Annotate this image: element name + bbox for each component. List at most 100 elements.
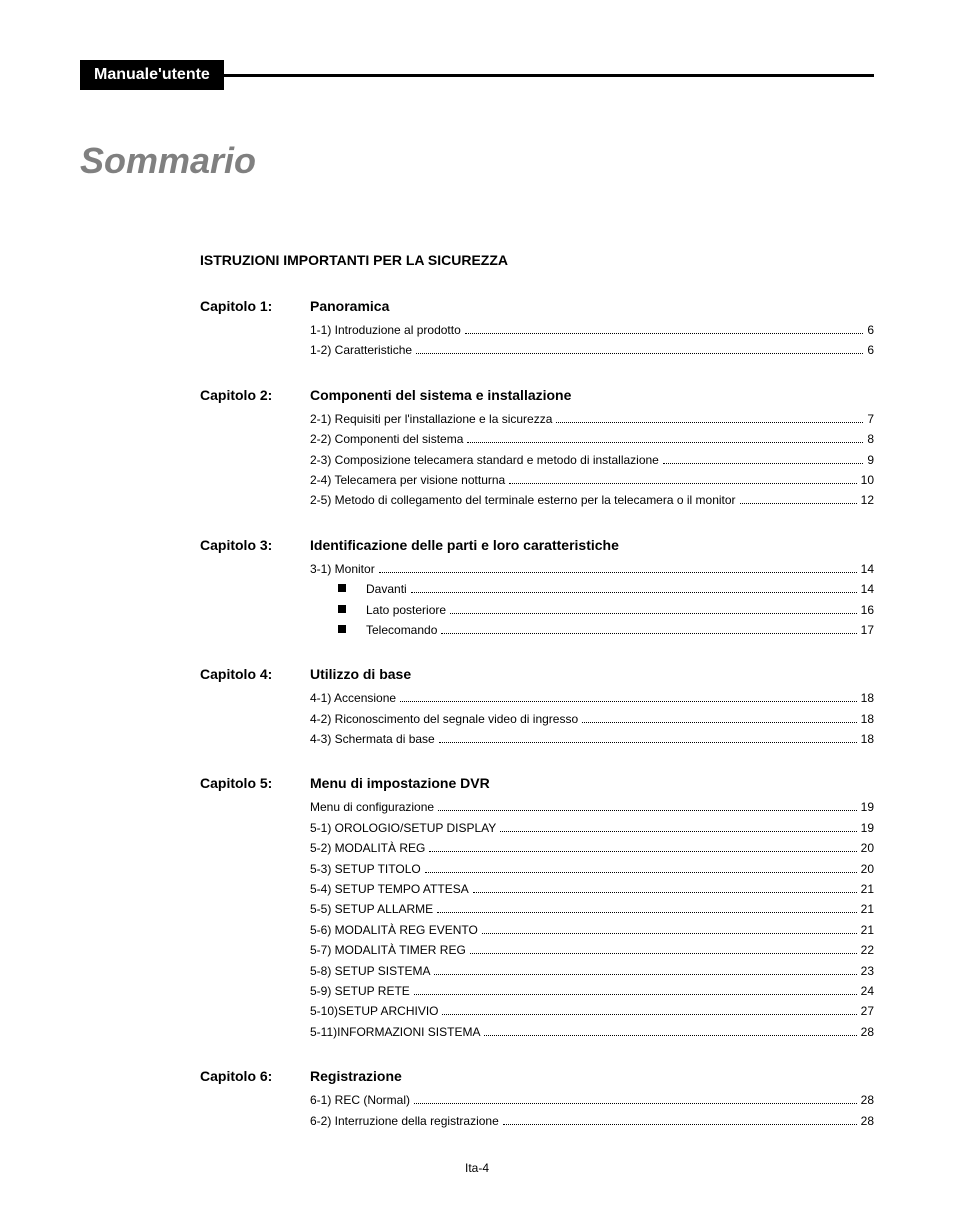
toc-line: Telecomando17 <box>310 620 874 640</box>
toc-dots <box>467 442 863 443</box>
toc-dots <box>429 851 856 852</box>
toc-page: 20 <box>861 838 874 858</box>
toc-text: 6-1) REC (Normal) <box>310 1090 410 1110</box>
toc-dots <box>482 933 857 934</box>
header-bar: Manuale'utente <box>80 60 874 90</box>
toc-page: 20 <box>861 859 874 879</box>
toc-page: 10 <box>861 470 874 490</box>
toc-page: 28 <box>861 1090 874 1110</box>
toc-line: 1-2) Caratteristiche 6 <box>310 340 874 360</box>
toc-line: Lato posteriore16 <box>310 600 874 620</box>
chapter-content: Componenti del sistema e installazione 2-… <box>310 387 874 511</box>
toc-page: 9 <box>867 450 874 470</box>
toc-dots <box>411 592 857 593</box>
toc-line: 5-3) SETUP TITOLO20 <box>310 859 874 879</box>
toc-dots <box>441 633 856 634</box>
chapter-content: Utilizzo di base 4-1) Accensione 184-2) Ri… <box>310 666 874 749</box>
toc-page: 28 <box>861 1022 874 1042</box>
toc-page: 7 <box>867 409 874 429</box>
toc-chapters: Capitolo 1:Panoramica 1-1) Introduzione a… <box>80 298 874 1131</box>
bullet-icon <box>338 605 346 613</box>
toc-page: 19 <box>861 797 874 817</box>
chapter-label: Capitolo 1: <box>200 298 310 361</box>
toc-text: 2-4) Telecamera per visione notturna <box>310 470 505 490</box>
toc-page: 21 <box>861 920 874 940</box>
chapter-title: Panoramica <box>310 298 874 314</box>
toc-text: 5-5) SETUP ALLARME <box>310 899 433 919</box>
toc-dots <box>379 572 857 573</box>
toc-dots <box>450 613 857 614</box>
toc-dots <box>416 353 863 354</box>
toc-line: 5-10)SETUP ARCHIVIO27 <box>310 1001 874 1021</box>
chapter-title: Registrazione <box>310 1068 874 1084</box>
toc-dots <box>414 1103 857 1104</box>
toc-text: 1-1) Introduzione al prodotto <box>310 320 461 340</box>
toc-dots <box>442 1014 856 1015</box>
toc-text: 5-4) SETUP TEMPO ATTESA <box>310 879 469 899</box>
toc-line: 2-1) Requisiti per l'installazione e la … <box>310 409 874 429</box>
toc-page: 17 <box>861 620 874 640</box>
toc-page: 12 <box>861 490 874 510</box>
toc-line: 2-4) Telecamera per visione notturna 10 <box>310 470 874 490</box>
chapter: Capitolo 4:Utilizzo di base 4-1) Accensio… <box>200 666 874 749</box>
chapter-title: Componenti del sistema e installazione <box>310 387 874 403</box>
chapter: Capitolo 6:Registrazione6-1) REC (Normal… <box>200 1068 874 1131</box>
toc-dots <box>582 722 856 723</box>
toc-page: 24 <box>861 981 874 1001</box>
toc-page: 16 <box>861 600 874 620</box>
toc-text: 5-11)INFORMAZIONI SISTEMA <box>310 1022 480 1042</box>
toc-text: 2-2) Componenti del sistema <box>310 429 463 449</box>
toc-line: 2-2) Componenti del sistema 8 <box>310 429 874 449</box>
chapter: Capitolo 3:Identificazione delle parti e… <box>200 537 874 641</box>
toc-text: 3-1) Monitor <box>310 559 375 579</box>
toc-dots <box>509 483 856 484</box>
toc-dots <box>414 994 857 995</box>
toc-page: 18 <box>861 729 874 749</box>
chapter-label: Capitolo 3: <box>200 537 310 641</box>
toc-line: 1-1) Introduzione al prodotto 6 <box>310 320 874 340</box>
toc-line: 2-3) Composizione telecamera standard e … <box>310 450 874 470</box>
toc-line: Davanti14 <box>310 579 874 599</box>
toc-text: 2-5) Metodo di collegamento del terminal… <box>310 490 736 510</box>
toc-text: 1-2) Caratteristiche <box>310 340 412 360</box>
toc-line: 5-1) OROLOGIO/SETUP DISPLAY 19 <box>310 818 874 838</box>
toc-page: 6 <box>867 320 874 340</box>
toc-text: 4-3) Schermata di base <box>310 729 435 749</box>
page-title: Sommario <box>80 140 874 182</box>
toc-dots <box>470 953 857 954</box>
chapter-content: Identificazione delle parti e loro carat… <box>310 537 874 641</box>
toc-line: 5-4) SETUP TEMPO ATTESA 21 <box>310 879 874 899</box>
toc-text: 2-1) Requisiti per l'installazione e la … <box>310 409 552 429</box>
toc-dots <box>503 1124 857 1125</box>
chapter-title: Menu di impostazione DVR <box>310 775 874 791</box>
toc-text: 6-2) Interruzione della registrazione <box>310 1111 499 1131</box>
toc-dots <box>400 701 857 702</box>
toc-text: 5-7) MODALITÀ TIMER REG <box>310 940 466 960</box>
toc-page: 8 <box>867 429 874 449</box>
toc-text: 2-3) Composizione telecamera standard e … <box>310 450 659 470</box>
toc-dots <box>438 810 857 811</box>
toc-text: 5-8) SETUP SISTEMA <box>310 961 430 981</box>
toc-text: 5-1) OROLOGIO/SETUP DISPLAY <box>310 818 496 838</box>
toc-page: 19 <box>861 818 874 838</box>
chapter-title: Utilizzo di base <box>310 666 874 682</box>
chapter-label: Capitolo 4: <box>200 666 310 749</box>
toc-page: 21 <box>861 879 874 899</box>
toc-line: Menu di configurazione 19 <box>310 797 874 817</box>
toc-line: 3-1) Monitor14 <box>310 559 874 579</box>
toc-dots <box>556 422 863 423</box>
toc-text: 4-1) Accensione <box>310 688 396 708</box>
chapter-label: Capitolo 2: <box>200 387 310 511</box>
toc-line: 5-9) SETUP RETE24 <box>310 981 874 1001</box>
toc-dots <box>439 742 857 743</box>
toc-dots <box>434 974 856 975</box>
toc-dots <box>437 912 856 913</box>
toc-line: 5-7) MODALITÀ TIMER REG22 <box>310 940 874 960</box>
toc-line: 5-8) SETUP SISTEMA23 <box>310 961 874 981</box>
toc-line: 4-2) Riconoscimento del segnale video di… <box>310 709 874 729</box>
toc-text: 5-2) MODALITÀ REG <box>310 838 425 858</box>
toc-page: 6 <box>867 340 874 360</box>
toc-text: Menu di configurazione <box>310 797 434 817</box>
chapter-content: Panoramica 1-1) Introduzione al prodotto 6… <box>310 298 874 361</box>
toc-dots <box>425 872 857 873</box>
